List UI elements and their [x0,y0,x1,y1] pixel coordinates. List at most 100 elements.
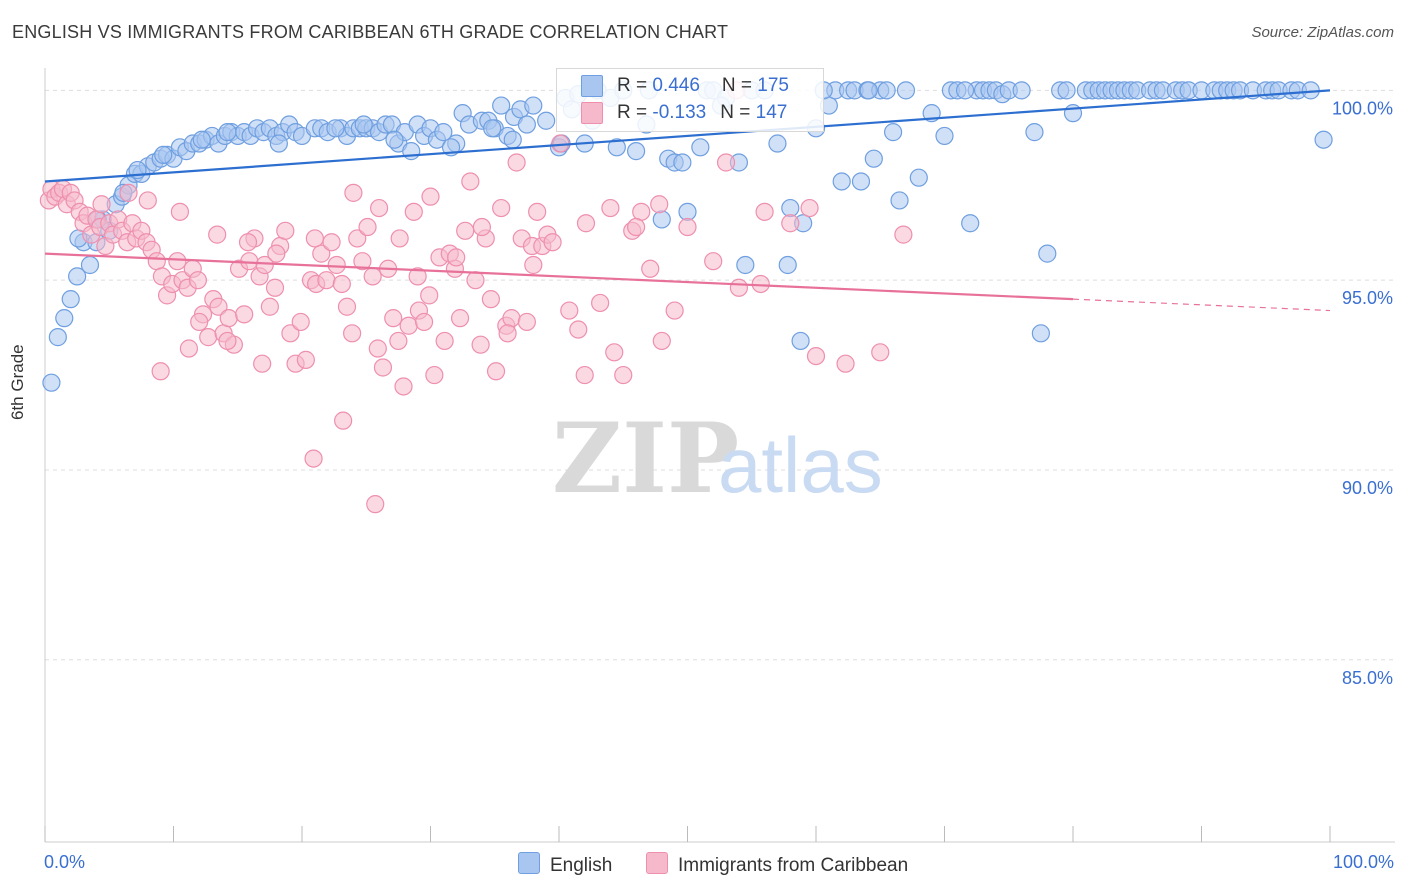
data-point [641,259,660,278]
y-tick-label: 90.0% [1342,478,1393,498]
data-point [385,130,404,149]
data-point [871,343,890,362]
data-point [502,309,521,328]
data-point [1038,244,1057,263]
data-point [1314,130,1333,149]
data-point [486,362,506,381]
data-point [353,252,372,271]
data-point [348,229,367,248]
data-point [326,119,345,138]
grid-lines [45,89,1395,661]
data-point [358,217,377,237]
source-label: Source: ZipAtlas.com [1251,24,1394,41]
data-point [935,126,954,146]
watermark-atlas: atlas [718,421,883,509]
data-point [543,233,562,252]
data-point [170,202,190,221]
legend-item-caribbean[interactable]: Immigrants from Caribbean [646,852,908,877]
data-point [791,331,810,351]
data-point [296,350,315,369]
english-legend-label: English [550,855,613,876]
data-point [80,255,100,275]
data-point [537,111,556,130]
data-point [235,305,254,324]
data-point [305,229,324,248]
data-point [632,202,651,221]
data-point [390,229,409,248]
caribbean-legend-swatch [646,852,668,874]
data-point [420,286,439,305]
data-point [492,198,511,218]
data-point [435,331,454,351]
data-point [517,312,536,332]
data-point [219,309,238,328]
data-point [138,191,157,210]
data-point [238,233,258,252]
y-tick-label: 100.0% [1332,98,1393,118]
legend-item-english[interactable]: English [518,852,612,877]
watermark-zip: ZIP [552,402,739,515]
data-point [652,331,671,351]
data-point [768,134,787,153]
data-point [483,119,502,138]
data-point [650,195,669,214]
data-point [517,115,536,134]
data-point [560,301,579,320]
data-point [408,267,427,286]
data-point [961,214,980,233]
data-point [399,316,418,335]
data-point [394,377,413,396]
x-tick-min: 0.0% [44,852,86,872]
data-point [370,198,389,218]
data-point [755,202,774,221]
data-point [832,172,851,191]
data-point [781,214,800,233]
data-point [575,365,594,385]
data-point [626,142,646,161]
data-point [343,324,362,343]
data-point [576,214,596,233]
data-point [209,297,228,316]
stats-legend: R = 0.446 N = 175 R = -0.133 N = 147 [556,68,824,132]
data-point [260,297,279,316]
data-point [704,252,723,271]
data-point [92,195,111,214]
data-point [466,271,485,290]
data-point [366,495,385,514]
data-point [151,362,170,381]
data-point [729,278,749,297]
data-point [1025,123,1044,142]
data-point [312,244,331,263]
data-point [607,138,626,157]
data-point [877,81,896,100]
data-point [267,244,286,263]
y-tick-label: 85.0% [1342,668,1393,688]
y-tick-labels: 100.0% 95.0% 90.0% 85.0% [1332,98,1393,687]
data-point [806,346,826,366]
data-point [389,331,408,351]
english-trend-line [44,89,1331,183]
data-point [327,255,346,275]
data-point [601,198,620,218]
caribbean-swatch [581,102,603,124]
data-point [461,172,480,191]
data-point [253,354,272,373]
data-point [591,293,610,313]
data-point [68,267,87,286]
data-point [414,312,434,332]
data-point [255,255,274,275]
data-point [188,271,208,290]
data-point [1031,324,1050,343]
data-point [240,252,259,271]
data-point [179,339,199,358]
data-point [626,217,646,237]
data-point [678,202,697,221]
data-point [404,202,423,221]
data-point [524,255,543,275]
data-point [507,153,526,172]
data-point [354,115,373,134]
caribbean-trend-extension [1072,298,1331,312]
trend-lines [44,89,1331,312]
caribbean-r-value: -0.133 [652,102,707,124]
